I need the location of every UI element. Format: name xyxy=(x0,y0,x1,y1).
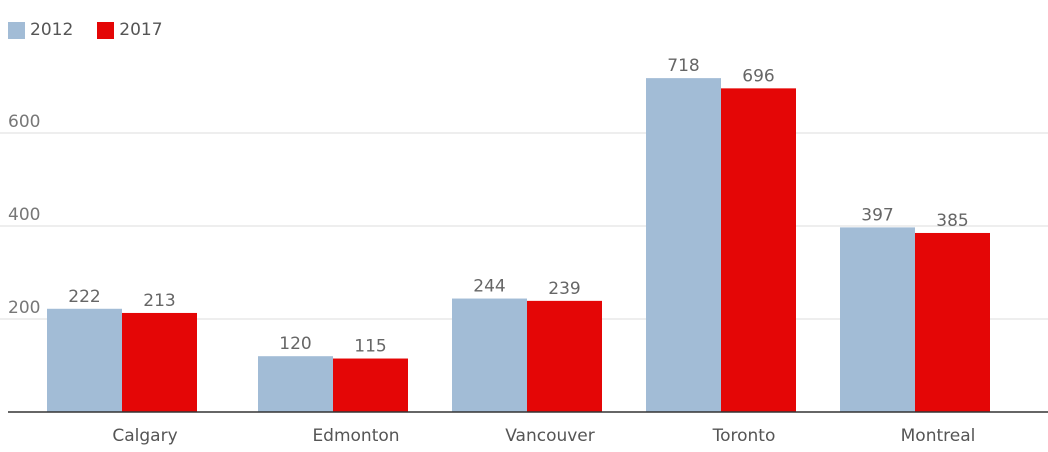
data-label-montreal-2012: 397 xyxy=(861,205,893,225)
x-tick-label-vancouver: Vancouver xyxy=(505,426,595,446)
legend-swatch-2012 xyxy=(8,21,25,39)
bar-toronto-2017 xyxy=(721,88,796,413)
x-tick-label-edmonton: Edmonton xyxy=(312,426,399,446)
data-label-edmonton-2012: 120 xyxy=(279,334,311,354)
y-tick-label-200: 200 xyxy=(8,298,40,318)
x-tick-label-montreal: Montreal xyxy=(901,426,976,446)
bar-montreal-2017 xyxy=(915,232,990,412)
data-label-toronto-2012: 718 xyxy=(667,56,699,76)
legend-item-2017[interactable]: 2017 xyxy=(97,20,163,40)
bar-calgary-2012 xyxy=(47,308,122,412)
data-label-edmonton-2017: 115 xyxy=(354,337,386,357)
data-label-calgary-2017: 213 xyxy=(143,291,175,311)
y-tick-label-600: 600 xyxy=(8,112,40,132)
legend-label-2017: 2017 xyxy=(119,20,163,40)
legend-item-2012[interactable]: 2012 xyxy=(8,20,73,40)
bar-edmonton-2012 xyxy=(258,356,333,412)
bar-edmonton-2017 xyxy=(333,358,408,412)
legend: 2012 2017 xyxy=(8,20,187,40)
bar-vancouver-2012 xyxy=(452,298,527,412)
data-label-calgary-2012: 222 xyxy=(68,287,100,307)
data-label-vancouver-2012: 244 xyxy=(473,277,505,297)
legend-label-2012: 2012 xyxy=(30,20,74,40)
x-tick-label-toronto: Toronto xyxy=(712,426,776,446)
bar-calgary-2017 xyxy=(122,312,197,412)
bar-montreal-2012 xyxy=(840,227,915,412)
data-label-montreal-2017: 385 xyxy=(936,211,968,231)
bar-vancouver-2017 xyxy=(527,300,602,412)
y-tick-label-400: 400 xyxy=(8,205,40,225)
data-label-toronto-2017: 696 xyxy=(742,66,774,86)
x-tick-label-calgary: Calgary xyxy=(112,426,177,446)
bar-toronto-2012 xyxy=(646,78,721,412)
data-label-vancouver-2017: 239 xyxy=(548,279,580,299)
legend-swatch-2017 xyxy=(97,21,115,39)
